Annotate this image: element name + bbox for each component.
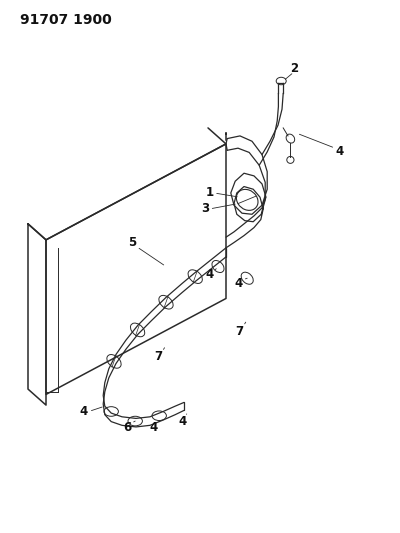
- Text: 5: 5: [128, 236, 136, 249]
- Text: 91707 1900: 91707 1900: [20, 13, 112, 27]
- Text: 7: 7: [235, 325, 243, 338]
- Text: 7: 7: [154, 350, 162, 362]
- Text: 4: 4: [179, 415, 187, 427]
- Text: 4: 4: [80, 405, 88, 418]
- Text: 6: 6: [123, 421, 131, 434]
- Text: 4: 4: [150, 421, 158, 434]
- Text: 4: 4: [206, 268, 214, 281]
- Text: 4: 4: [335, 146, 343, 158]
- Text: 2: 2: [290, 62, 298, 75]
- Text: 4: 4: [235, 277, 243, 290]
- Text: 1: 1: [206, 187, 214, 199]
- Text: 3: 3: [201, 203, 209, 215]
